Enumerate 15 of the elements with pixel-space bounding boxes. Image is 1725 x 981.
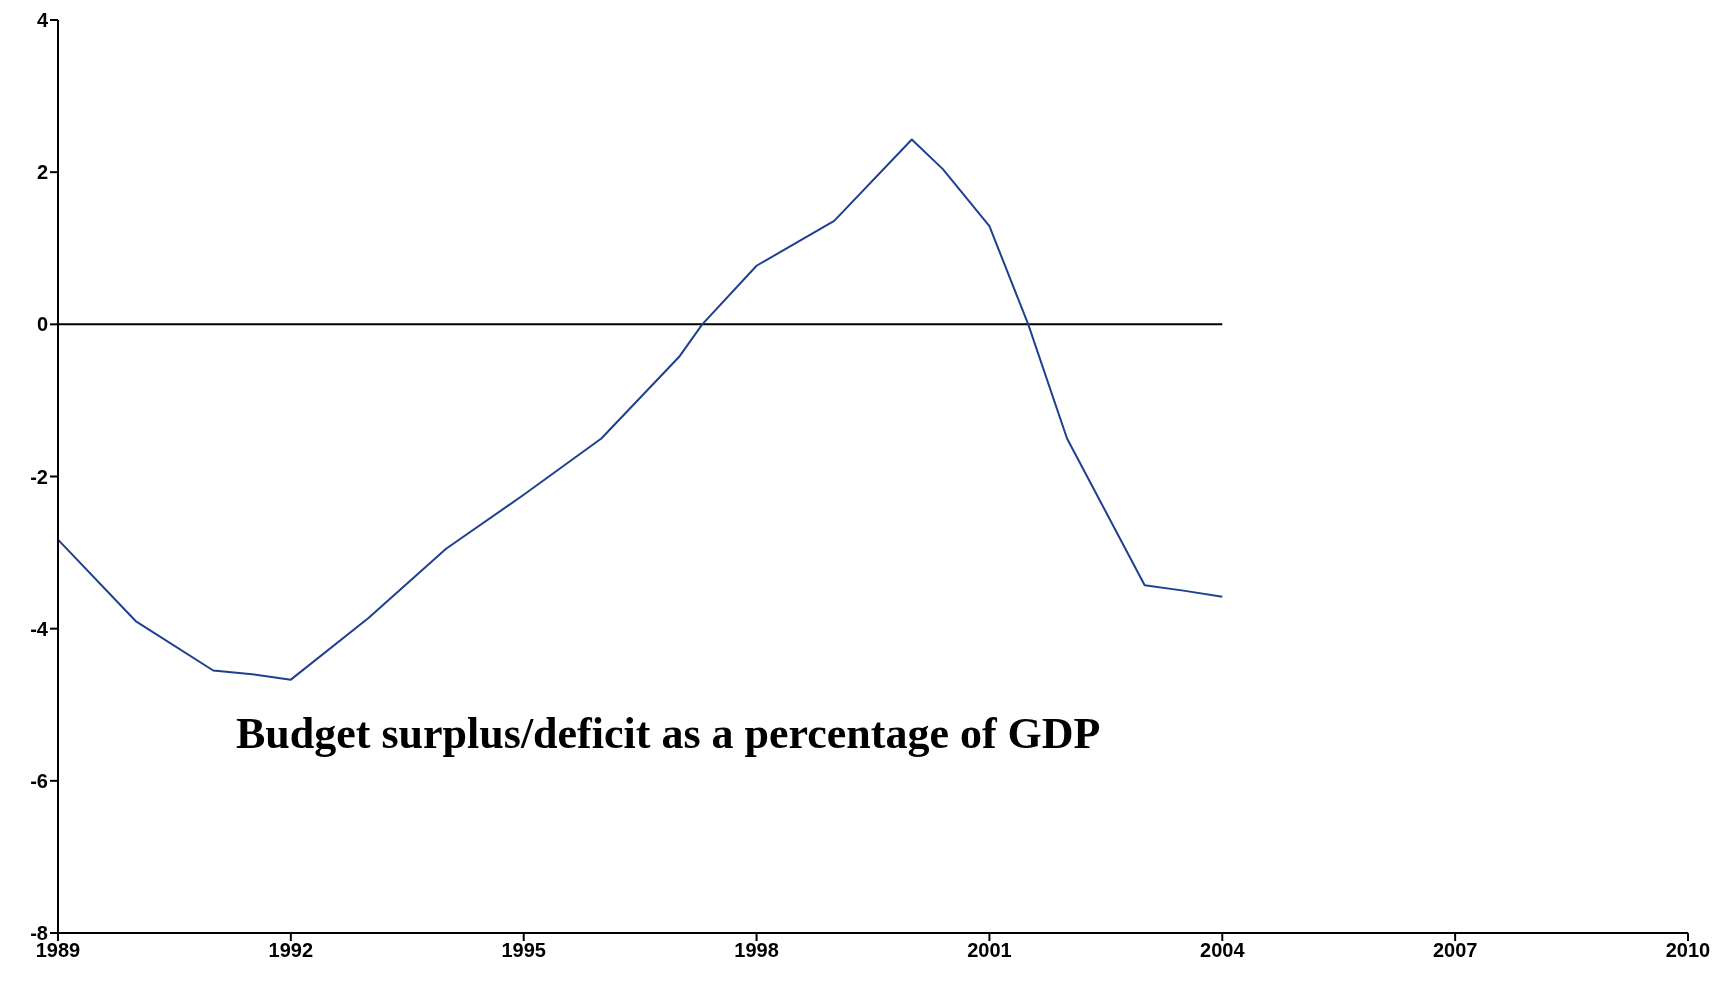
y-tick-label: -2 xyxy=(30,465,48,488)
x-tick-label: 2010 xyxy=(1665,939,1711,962)
x-tick-label: 1995 xyxy=(501,939,546,962)
annotation: Budget surplus/deficit as a percentage of GDP xyxy=(236,708,1101,759)
y-tick-label: 0 xyxy=(36,313,48,336)
y-tick-label: -6 xyxy=(30,769,48,792)
x-tick-label: 1989 xyxy=(35,939,81,962)
x-tick-label: 1992 xyxy=(268,939,314,962)
x-tick-label: 2007 xyxy=(1432,939,1478,962)
x-tick-label: 1998 xyxy=(734,939,779,962)
y-tick-label: 4 xyxy=(36,9,49,32)
x-tick-label: 2004 xyxy=(1200,939,1246,962)
y-tick-label: -4 xyxy=(30,617,49,640)
x-tick-label: 2001 xyxy=(967,939,1012,962)
y-tick-label: 2 xyxy=(36,161,48,184)
